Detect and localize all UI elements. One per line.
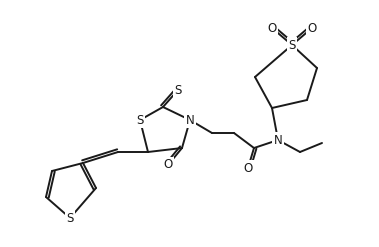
Text: O: O bbox=[163, 159, 172, 171]
Text: N: N bbox=[186, 114, 194, 126]
Text: N: N bbox=[274, 133, 282, 146]
Text: S: S bbox=[136, 114, 144, 126]
Text: O: O bbox=[243, 162, 253, 174]
Text: S: S bbox=[66, 211, 74, 225]
Text: S: S bbox=[174, 83, 182, 97]
Text: O: O bbox=[267, 21, 277, 35]
Text: S: S bbox=[288, 39, 296, 52]
Text: O: O bbox=[307, 21, 316, 35]
